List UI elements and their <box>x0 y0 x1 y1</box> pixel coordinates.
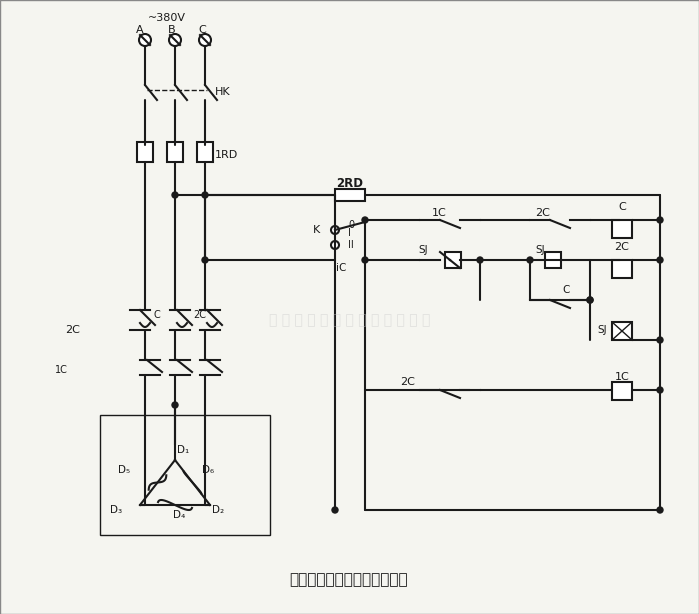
Bar <box>335 189 365 201</box>
Text: II: II <box>348 240 354 250</box>
Text: B: B <box>168 25 176 35</box>
Bar <box>545 252 561 268</box>
Text: K: K <box>312 225 320 235</box>
Text: 2C: 2C <box>614 242 629 252</box>
Circle shape <box>657 337 663 343</box>
Bar <box>445 252 461 268</box>
Text: 双速电动机自动加速控制线路: 双速电动机自动加速控制线路 <box>289 572 408 588</box>
Circle shape <box>331 241 339 249</box>
Text: ~380V: ~380V <box>148 13 186 23</box>
Text: D₃: D₃ <box>110 505 122 515</box>
Circle shape <box>139 34 151 46</box>
Text: SJ: SJ <box>535 245 545 255</box>
Bar <box>137 142 153 162</box>
Circle shape <box>199 34 211 46</box>
Text: 1RD: 1RD <box>215 150 238 160</box>
Text: C: C <box>618 202 626 212</box>
Text: SJ: SJ <box>418 245 428 255</box>
Circle shape <box>477 257 483 263</box>
Text: 0: 0 <box>348 220 354 230</box>
Text: 新 乡 市 安 康 起 重 机 械 有 限 公 司: 新 乡 市 安 康 起 重 机 械 有 限 公 司 <box>269 313 431 327</box>
Circle shape <box>657 507 663 513</box>
Text: A: A <box>136 25 144 35</box>
Bar <box>612 260 632 278</box>
Text: C: C <box>153 310 160 320</box>
Bar <box>612 220 632 238</box>
Circle shape <box>657 257 663 263</box>
Circle shape <box>657 387 663 393</box>
Circle shape <box>587 297 593 303</box>
Bar <box>100 415 270 535</box>
Text: 2RD: 2RD <box>336 176 363 190</box>
Bar <box>197 142 213 162</box>
Text: D₅: D₅ <box>118 465 130 475</box>
Text: 1C: 1C <box>432 208 447 218</box>
Circle shape <box>202 257 208 263</box>
Text: C: C <box>198 25 206 35</box>
Text: D₁: D₁ <box>177 445 189 455</box>
Text: SJ: SJ <box>597 325 607 335</box>
Text: 2C: 2C <box>65 325 80 335</box>
Text: D₄: D₄ <box>173 510 185 520</box>
Circle shape <box>362 217 368 223</box>
Circle shape <box>657 217 663 223</box>
Text: 1C: 1C <box>55 365 68 375</box>
Text: iC: iC <box>336 263 347 273</box>
Text: 2C: 2C <box>400 377 415 387</box>
Circle shape <box>169 34 181 46</box>
Text: D₂: D₂ <box>212 505 224 515</box>
Text: I: I <box>348 228 351 238</box>
Text: 2C: 2C <box>535 208 550 218</box>
Circle shape <box>331 226 339 234</box>
Circle shape <box>362 257 368 263</box>
Circle shape <box>527 257 533 263</box>
Circle shape <box>172 192 178 198</box>
Text: 2C: 2C <box>193 310 206 320</box>
Circle shape <box>202 192 208 198</box>
Bar <box>612 322 632 340</box>
Circle shape <box>172 402 178 408</box>
Text: HK: HK <box>215 87 231 97</box>
Circle shape <box>332 507 338 513</box>
Text: D₆: D₆ <box>202 465 214 475</box>
Circle shape <box>587 297 593 303</box>
Bar <box>167 142 183 162</box>
Bar <box>612 382 632 400</box>
Text: C: C <box>562 285 570 295</box>
Text: 1C: 1C <box>614 372 629 382</box>
